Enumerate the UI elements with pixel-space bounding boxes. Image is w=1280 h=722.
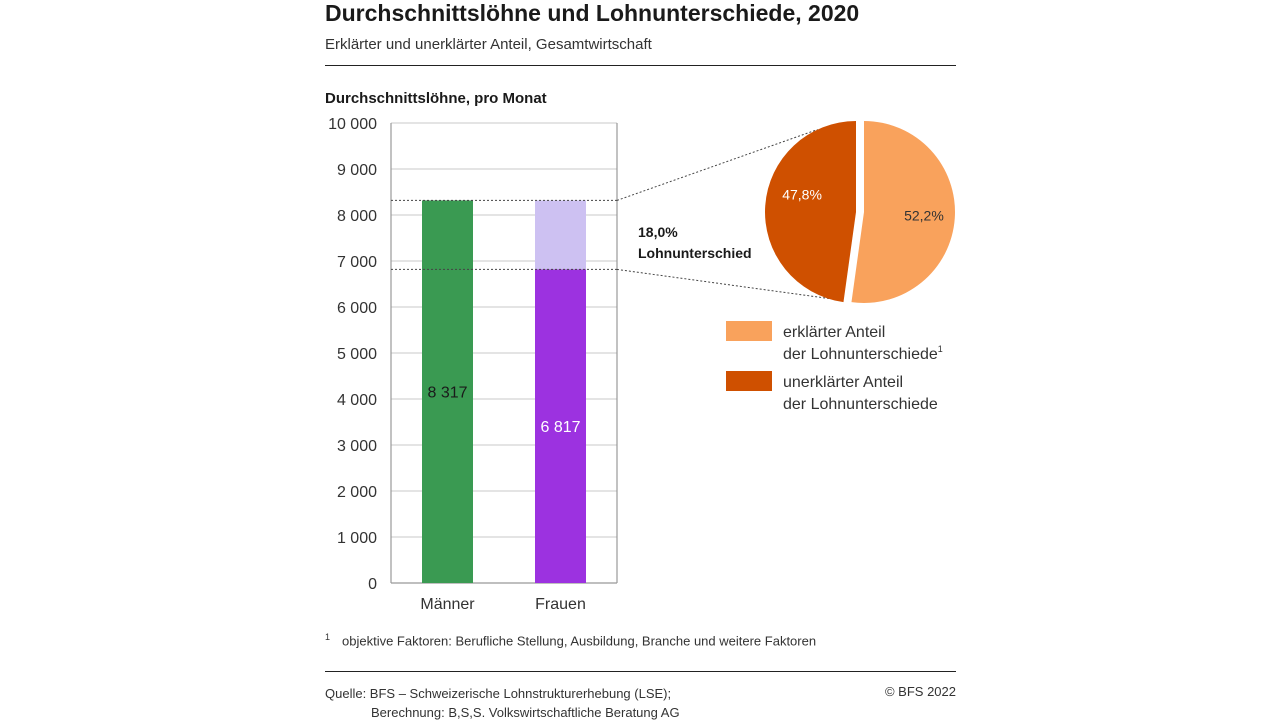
legend-label-line-1: unerklärter Anteil <box>783 374 903 391</box>
connector-to-pie-bottom <box>616 268 843 301</box>
pie-value-label: 47,8% <box>782 187 822 203</box>
bar-value-label: 8 317 <box>427 385 467 402</box>
y-tick-label: 7 000 <box>337 254 377 271</box>
legend-label-line-2: der Lohnunterschiede <box>783 396 938 413</box>
y-tick-label: 8 000 <box>337 208 377 225</box>
y-tick-label: 2 000 <box>337 484 377 501</box>
footnote: 1 objektive Faktoren: Berufliche Stellung… <box>325 632 816 648</box>
legend-label-line-2: der Lohnunterschiede1 <box>783 344 943 363</box>
header-rule <box>325 65 956 66</box>
gap-connector <box>391 129 843 301</box>
pie-chart: 52,2% 47,8% 18,0% Lohnunterschied <box>638 121 955 304</box>
page-title: Durchschnittslöhne und Lohnunterschiede,… <box>325 0 860 26</box>
connector-to-pie-top <box>616 129 818 201</box>
bar-0 <box>422 200 473 583</box>
source-line-2: Berechnung: B,S,S. Volkswirtschaftliche … <box>371 705 680 720</box>
copyright: © BFS 2022 <box>884 684 956 699</box>
y-tick-label: 9 000 <box>337 162 377 179</box>
footer-rule <box>325 671 956 672</box>
bar-value-label: 6 817 <box>540 419 580 436</box>
pie-slice-explained <box>851 121 955 304</box>
x-tick-label: Frauen <box>535 596 586 613</box>
footnote-marker: 1 <box>325 632 331 642</box>
legend-swatch <box>726 371 772 391</box>
y-tick-label: 5 000 <box>337 346 377 363</box>
pie-title-line-1: 18,0% <box>638 224 678 240</box>
y-tick-label: 10 000 <box>328 116 377 133</box>
pie-slice-unexplained <box>764 121 856 303</box>
legend-swatch <box>726 321 772 341</box>
y-tick-label: 0 <box>368 576 377 593</box>
pie-value-label: 52,2% <box>904 207 944 223</box>
pie-title-line-2: Lohnunterschied <box>638 245 752 261</box>
source-line-1: Quelle: BFS – Schweizerische Lohnstruktu… <box>325 686 672 701</box>
y-tick-label: 4 000 <box>337 392 377 409</box>
bar-chart: 0 1 000 2 000 3 000 4 000 5 000 6 000 7 000 8 00… <box>328 116 618 613</box>
y-tick-label: 6 000 <box>337 300 377 317</box>
y-tick-label: 1 000 <box>337 530 377 547</box>
bar-chart-title: Durchschnittslöhne, pro Monat <box>325 90 547 107</box>
y-tick-label: 3 000 <box>337 438 377 455</box>
page-subtitle: Erklärter und unerklärter Anteil, Gesamt… <box>325 36 652 53</box>
x-tick-label: Männer <box>420 596 475 613</box>
bar-1 <box>535 269 586 583</box>
bar-gap-segment <box>535 200 586 270</box>
source-note: Quelle: BFS – Schweizerische Lohnstruktu… <box>325 684 680 722</box>
footnote-text: objektive Faktoren: Berufliche Stellung,… <box>342 633 817 649</box>
legend-footnote-marker: 1 <box>938 344 943 354</box>
legend-label-line-1: erklärter Anteil <box>783 324 885 341</box>
